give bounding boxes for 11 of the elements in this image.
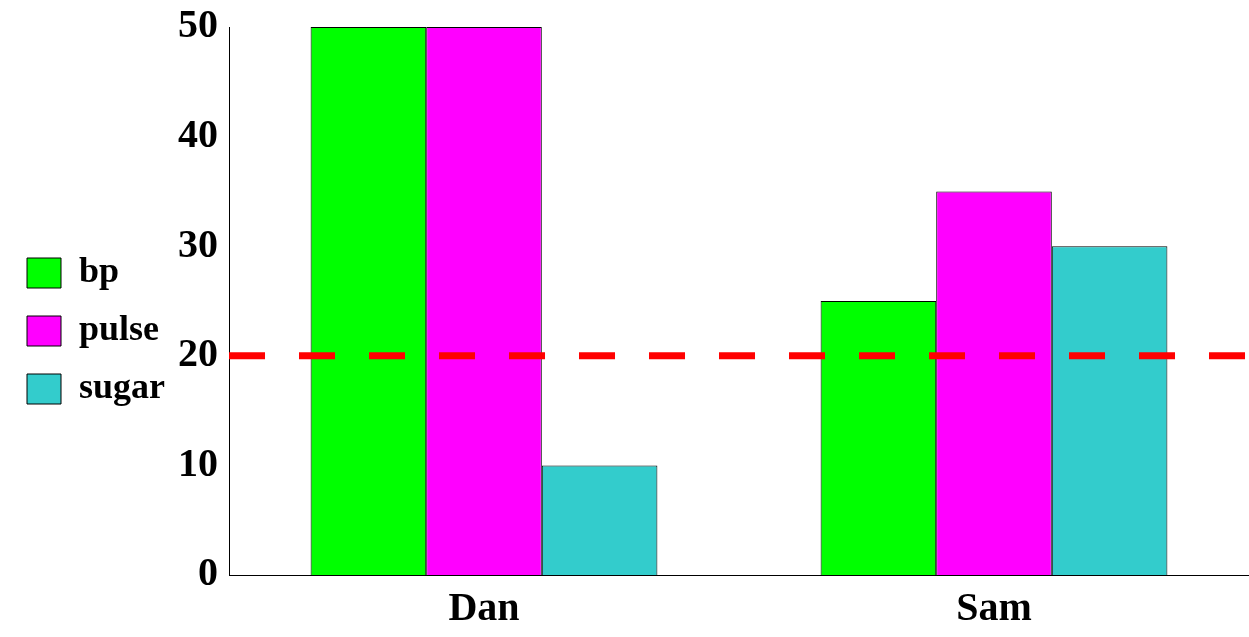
y-tick-label: 30 xyxy=(178,220,219,266)
y-tick-label: 40 xyxy=(178,110,219,156)
legend-label: pulse xyxy=(79,308,160,349)
y-tick-label: 20 xyxy=(178,330,219,376)
legend-label: sugar xyxy=(79,366,166,407)
y-tick-label: 50 xyxy=(178,1,219,47)
x-tick-label: Sam xyxy=(956,584,1032,630)
y-tick-label: 10 xyxy=(178,439,219,485)
legend-label: bp xyxy=(79,250,120,291)
y-tick-label: 0 xyxy=(198,549,219,595)
x-tick-label: Dan xyxy=(448,584,520,630)
